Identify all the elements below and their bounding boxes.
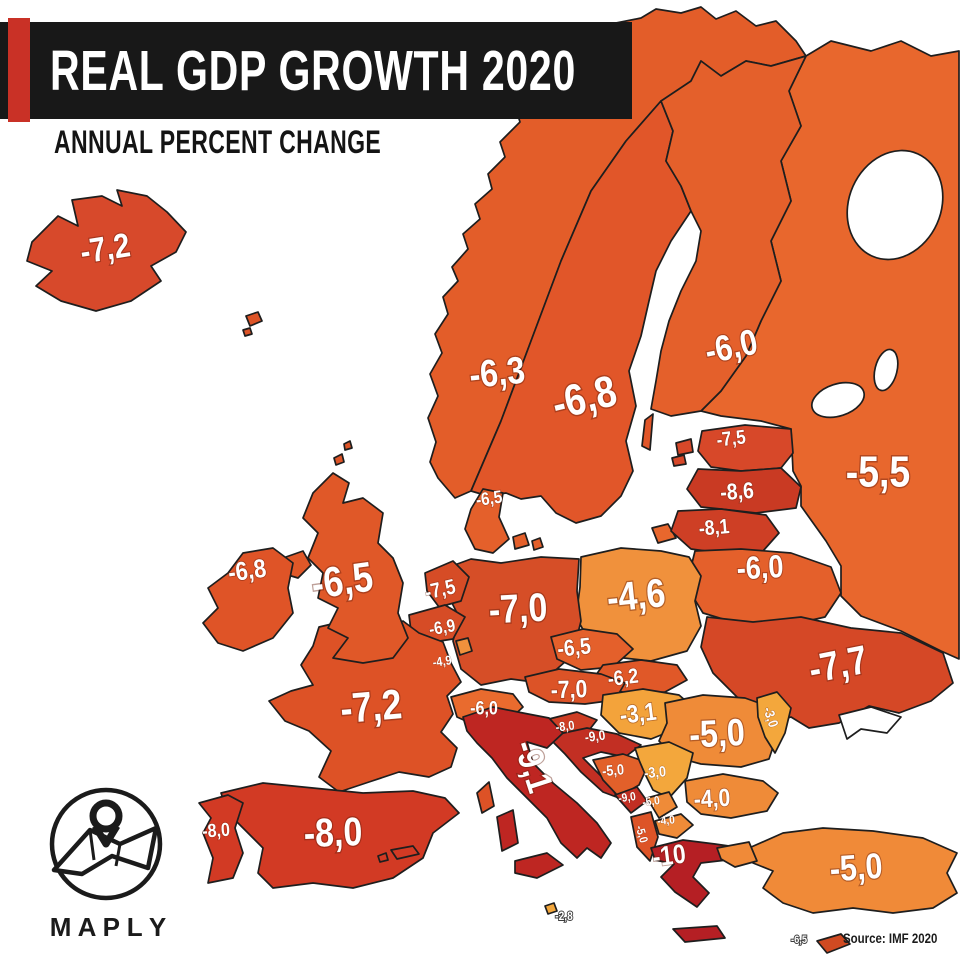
logo-pin-icon (89, 799, 123, 833)
label-portugal: -8,0 (201, 818, 230, 841)
label-croatia: -9,0 (584, 727, 606, 746)
lake-onega (873, 348, 899, 392)
accent-stripe (8, 18, 30, 122)
country-finland[interactable] (650, 55, 807, 417)
label-poland: -4,6 (605, 569, 668, 620)
island-ibiza[interactable] (377, 852, 389, 863)
white-sea (846, 149, 944, 261)
label-malta: -2,8 (555, 911, 573, 924)
label-romania: -5,0 (688, 711, 746, 756)
label-ireland: -6,8 (226, 554, 268, 588)
country-italy[interactable] (462, 706, 612, 859)
lake-ladoga (810, 381, 866, 419)
label-latvia: -8,6 (719, 477, 755, 505)
label-switzerland: -6,0 (470, 697, 498, 719)
label-france: -7,2 (338, 681, 403, 733)
island-mallorca[interactable] (390, 845, 420, 860)
island-shetland (333, 453, 345, 466)
country-turkey[interactable] (748, 827, 958, 914)
country-bulgaria[interactable] (684, 773, 779, 819)
country-netherlands[interactable] (424, 560, 470, 608)
island-shetland-2 (343, 440, 353, 451)
country-kosovo[interactable] (646, 791, 678, 819)
country-kaliningrad[interactable] (651, 523, 677, 544)
country-uk[interactable] (302, 472, 409, 664)
country-montenegro[interactable] (614, 786, 648, 814)
label-austria: -7,0 (550, 674, 588, 703)
label-uk: -6,5 (308, 554, 375, 608)
country-spain[interactable] (220, 782, 460, 889)
country-bosnia[interactable] (592, 753, 650, 798)
label-czechia: -6,5 (556, 633, 592, 662)
island-gotland[interactable] (641, 413, 654, 451)
label-lithuania: -8,1 (698, 515, 731, 541)
label-slovakia: -6,2 (606, 664, 640, 691)
label-iceland: -7,2 (77, 225, 132, 271)
label-kosovo: -5,0 (642, 794, 661, 809)
label-cyprus: -6,5 (791, 934, 807, 946)
label-slovenia: -8,0 (555, 718, 576, 735)
label-hungary: -3,1 (618, 697, 658, 729)
island-hiiumaa[interactable] (671, 454, 687, 467)
label-bosnia: -5,0 (601, 760, 625, 779)
label-bulgaria: -4,0 (693, 783, 731, 813)
logo-circle (49, 787, 163, 901)
label-norway: -6,3 (467, 349, 527, 397)
label-estonia: -7,5 (715, 425, 747, 451)
region-crimea (838, 706, 902, 740)
logo-map-fold (88, 829, 149, 870)
label-luxembourg: -4,9 (432, 652, 453, 670)
label-serbia: -3,0 (643, 762, 667, 781)
country-latvia[interactable] (686, 467, 802, 514)
country-denmark[interactable] (464, 488, 510, 554)
label-spain: -8,0 (303, 808, 363, 855)
country-cyprus[interactable] (816, 933, 851, 954)
country-estonia[interactable] (697, 424, 794, 472)
island-faroe (245, 311, 263, 327)
label-north-macedonia: -4,0 (657, 814, 676, 828)
island-zealand[interactable] (512, 532, 530, 550)
island-corsica[interactable] (476, 781, 495, 814)
country-sweden[interactable] (470, 100, 692, 524)
label-greece: -10 (651, 839, 688, 873)
island-saaremaa[interactable] (675, 438, 694, 456)
island-faroe-2 (242, 327, 253, 337)
country-france[interactable] (268, 618, 462, 793)
country-iceland[interactable] (26, 189, 187, 312)
page-title: REAL GDP GROWTH 2020 (50, 38, 577, 103)
country-czechia[interactable] (550, 628, 634, 671)
label-germany: -7,0 (488, 584, 549, 632)
title-banner: REAL GDP GROWTH 2020 (0, 22, 632, 119)
label-italy: -9,1 (506, 735, 560, 797)
label-moldova: -3,0 (760, 705, 782, 729)
label-belarus: -6,0 (736, 549, 785, 587)
label-russia: -5,5 (846, 447, 910, 497)
label-belgium: -6,9 (427, 615, 457, 640)
country-portugal[interactable] (198, 794, 244, 884)
country-ireland[interactable] (202, 547, 294, 652)
country-malta[interactable] (544, 902, 558, 915)
island-bornholm[interactable] (531, 537, 544, 551)
label-denmark: -6,5 (475, 486, 504, 510)
country-north-macedonia[interactable] (654, 813, 694, 839)
label-montenegro: -9,0 (618, 790, 637, 805)
island-crete[interactable] (672, 925, 726, 943)
label-albania: -5,0 (632, 824, 649, 844)
page-subtitle: ANNUAL PERCENT CHANGE (54, 124, 382, 160)
island-sicily[interactable] (514, 852, 564, 879)
country-moldova[interactable] (756, 691, 792, 754)
logo-pin-tail (92, 824, 120, 848)
logo-text: M A P L Y (50, 912, 167, 942)
island-sardinia[interactable] (496, 809, 519, 852)
maply-logo: M A P L Y (28, 768, 188, 953)
country-romania[interactable] (658, 694, 776, 768)
label-turkey: -5,0 (828, 847, 883, 890)
region-turkey-thrace[interactable] (716, 841, 758, 868)
source-note: Source: IMF 2020 (843, 930, 938, 946)
country-croatia[interactable] (552, 727, 642, 799)
country-luxembourg[interactable] (455, 637, 473, 656)
label-ukraine: -7,7 (805, 636, 871, 692)
